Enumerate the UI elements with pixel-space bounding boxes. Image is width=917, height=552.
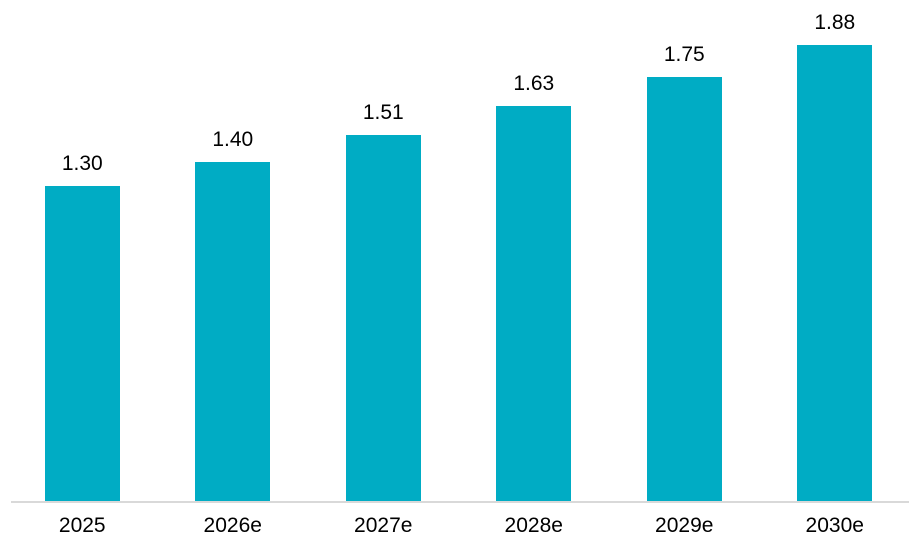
bar-value-label: 1.63 — [513, 71, 555, 95]
bar-column-2028e: 1.63 2028e — [459, 0, 610, 552]
bar-value-label: 1.30 — [61, 151, 103, 175]
bar-value-label: 1.88 — [814, 10, 856, 34]
x-axis-tick-label: 2028e — [504, 513, 563, 537]
bar-area: 1.40 — [158, 0, 309, 501]
bar-area: 1.75 — [609, 0, 760, 501]
x-axis-tick-label: 2026e — [203, 513, 262, 537]
bar-area: 1.51 — [308, 0, 459, 501]
bar-column-2029e: 1.75 2029e — [609, 0, 760, 552]
bar-2029e — [646, 77, 722, 501]
bar-area: 1.88 — [760, 0, 911, 501]
bar-column-2027e: 1.51 2027e — [308, 0, 459, 552]
bar-column-2026e: 1.40 2026e — [158, 0, 309, 552]
x-axis-tick-label: 2027e — [354, 513, 413, 537]
plot-area: 1.30 2025 1.40 2026e 1.51 2027e 1.63 2028e 1.75 2… — [7, 0, 910, 552]
bar-2030e — [797, 45, 873, 501]
bar-value-label: 1.75 — [663, 42, 705, 66]
bar-column-2025: 1.30 2025 — [7, 0, 158, 552]
x-axis-tick-label: 2025 — [58, 513, 106, 537]
x-axis-tick-label: 2030e — [805, 513, 864, 537]
bar-column-2030e: 1.88 2030e — [760, 0, 911, 552]
bar-value-label: 1.51 — [362, 100, 404, 124]
bar-2028e — [496, 106, 572, 501]
bar-2025 — [44, 186, 120, 501]
bar-area: 1.30 — [7, 0, 158, 501]
bar-area: 1.63 — [459, 0, 610, 501]
x-axis-line — [11, 501, 909, 503]
bar-value-label: 1.40 — [212, 127, 254, 151]
bar-2026e — [195, 162, 271, 501]
x-axis-tick-label: 2029e — [655, 513, 714, 537]
bar-2027e — [345, 135, 421, 501]
